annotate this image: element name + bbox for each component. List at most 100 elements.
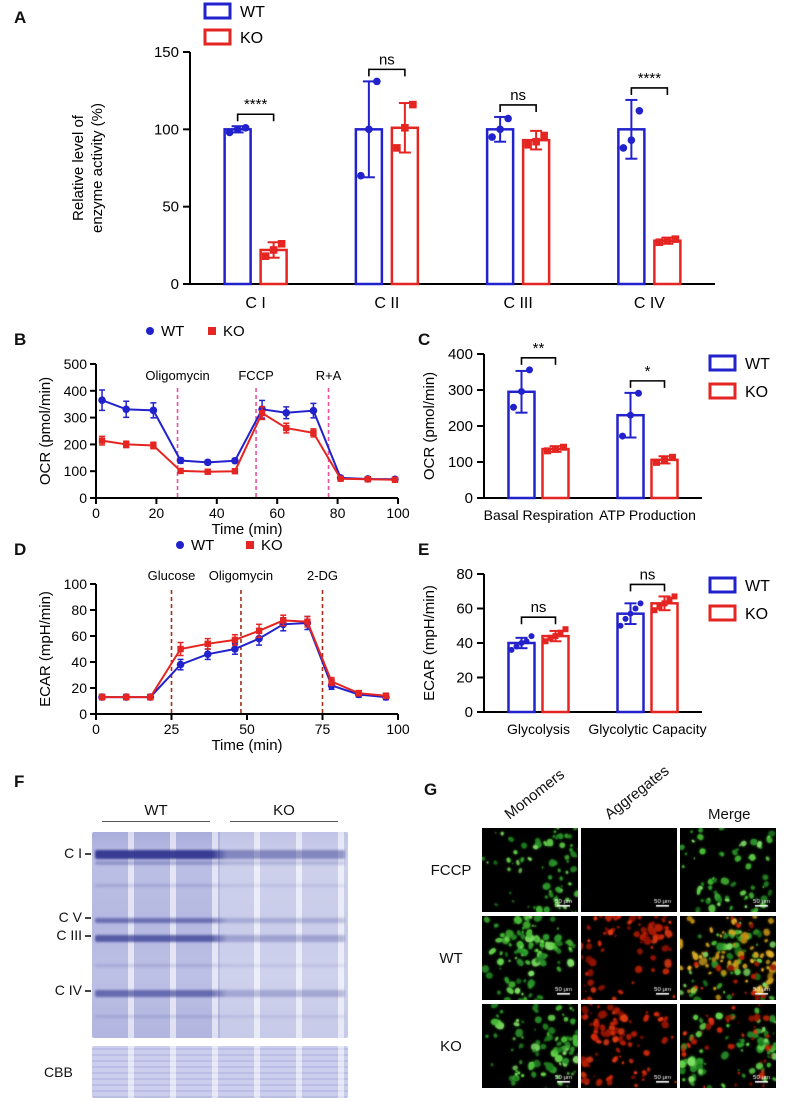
- svg-text:ns: ns: [510, 87, 526, 104]
- svg-text:100: 100: [448, 454, 473, 471]
- gel-smear: [95, 964, 345, 967]
- svg-text:WT: WT: [745, 356, 770, 373]
- svg-text:50: 50: [162, 199, 179, 216]
- cbb-gel-image: [92, 1046, 348, 1098]
- svg-text:ECAR (mpH/min): ECAR (mpH/min): [37, 591, 54, 707]
- svg-text:20: 20: [71, 680, 87, 696]
- gel-band-cv: [95, 918, 345, 923]
- panel-f: F WT KO C I C V C III C IV CBB: [14, 772, 418, 1102]
- svg-text:25: 25: [164, 721, 180, 737]
- svg-text:400: 400: [64, 383, 88, 399]
- svg-text:40: 40: [71, 654, 87, 670]
- microscopy-row-ko: KO: [420, 1004, 779, 1088]
- gel-group-label-ko: KO: [230, 802, 338, 822]
- microscopy-image-fccp-merge: [680, 828, 776, 912]
- svg-text:0: 0: [92, 505, 100, 521]
- panel-g-label: G: [424, 780, 438, 799]
- gel-group-label-wt: WT: [102, 802, 210, 822]
- microscopy-image-ko-aggregates: [581, 1004, 677, 1088]
- svg-text:100: 100: [386, 505, 410, 521]
- svg-text:C I: C I: [245, 295, 265, 312]
- svg-text:enzyme activity (%): enzyme activity (%): [89, 103, 106, 233]
- svg-text:300: 300: [64, 410, 88, 426]
- svg-text:500: 500: [64, 356, 88, 372]
- row-label-fccp: FCCP: [430, 861, 472, 879]
- svg-text:100: 100: [64, 463, 88, 479]
- svg-text:**: **: [533, 340, 545, 357]
- microscopy-image-wt-monomers: [482, 916, 578, 1000]
- svg-text:2-DG: 2-DG: [307, 568, 338, 583]
- panel-e-label: E: [418, 540, 430, 559]
- svg-text:WT: WT: [191, 537, 214, 554]
- gel-lane-group-labels: WT KO: [92, 802, 348, 822]
- svg-text:*: *: [645, 363, 651, 380]
- panel-c-label: C: [418, 330, 431, 349]
- svg-text:100: 100: [64, 576, 88, 592]
- gel-band-tick: [85, 853, 91, 855]
- svg-text:FCCP: FCCP: [238, 368, 273, 383]
- column-header-monomers: Monomers: [501, 765, 568, 823]
- panel-a-chart: 0 50 100 150 Relative level of enzyme activit…: [55, 0, 745, 323]
- svg-text:Glycolysis: Glycolysis: [507, 721, 570, 737]
- svg-text:80: 80: [71, 602, 87, 618]
- svg-text:20: 20: [149, 505, 165, 521]
- svg-text:OCR (pmol/min): OCR (pmol/min): [37, 377, 54, 485]
- gel-band-tick: [85, 917, 91, 919]
- svg-text:Oligomycin: Oligomycin: [209, 568, 273, 583]
- svg-text:C III: C III: [503, 295, 532, 312]
- panel-b-label: B: [14, 330, 27, 349]
- svg-text:Basal Respiration: Basal Respiration: [484, 507, 594, 523]
- svg-text:0: 0: [79, 490, 87, 506]
- microscopy-image-fccp-monomers: [482, 828, 578, 912]
- svg-text:Time (min): Time (min): [211, 737, 282, 754]
- svg-text:75: 75: [315, 721, 331, 737]
- svg-text:400: 400: [448, 346, 473, 363]
- svg-text:****: ****: [638, 70, 662, 87]
- gel-band-tick: [85, 935, 91, 937]
- microscopy-image-ko-merge: [680, 1004, 776, 1088]
- row-label-wt: WT: [439, 949, 463, 967]
- bn-page-gel-image: [92, 832, 348, 1038]
- panel-f-label: F: [14, 772, 25, 791]
- svg-text:ATP Production: ATP Production: [599, 507, 696, 523]
- svg-text:ns: ns: [640, 566, 656, 583]
- svg-text:40: 40: [209, 505, 225, 521]
- svg-text:R+A: R+A: [316, 368, 342, 383]
- svg-text:Glycolytic Capacity: Glycolytic Capacity: [588, 721, 706, 737]
- gel-smear: [95, 1015, 345, 1018]
- svg-text:ns: ns: [531, 599, 547, 616]
- svg-text:200: 200: [448, 418, 473, 435]
- svg-text:200: 200: [64, 436, 88, 452]
- panel-b-chart: 0 100 200 300 400 500 0 20 40 60 80 100 Time (min) OC…: [28, 320, 423, 545]
- column-header-aggregates: Aggregates: [601, 762, 673, 823]
- gel-band-label-ciii: C III: [56, 927, 82, 943]
- column-header-merge: Merge: [708, 806, 751, 823]
- svg-text:60: 60: [269, 505, 285, 521]
- svg-text:60: 60: [456, 601, 473, 618]
- svg-text:KO: KO: [223, 323, 245, 340]
- svg-text:KO: KO: [261, 537, 283, 554]
- gel-band-ci: [95, 850, 345, 859]
- svg-text:Oligomycin: Oligomycin: [145, 368, 209, 383]
- microscopy-image-ko-monomers: [482, 1004, 578, 1088]
- svg-text:80: 80: [456, 566, 473, 583]
- svg-text:Glucose: Glucose: [148, 568, 196, 583]
- svg-text:C II: C II: [374, 295, 399, 312]
- svg-text:C IV: C IV: [634, 295, 665, 312]
- svg-text:****: ****: [244, 96, 268, 113]
- panel-e-chart: 0 20 40 60 80 ECAR (mpH/min) Glycolysis ns Glyco…: [412, 534, 797, 761]
- svg-text:150: 150: [154, 44, 179, 61]
- svg-text:40: 40: [456, 635, 473, 652]
- svg-text:Time (min): Time (min): [211, 521, 282, 538]
- svg-text:60: 60: [71, 628, 87, 644]
- svg-text:ECAR (mpH/min): ECAR (mpH/min): [421, 585, 438, 701]
- row-label-ko: KO: [440, 1037, 462, 1055]
- panel-g: G Monomers Aggregates Merge FCCP WT KO: [420, 762, 798, 1102]
- gel-band-label-civ: C IV: [54, 982, 82, 998]
- panel-d-label: D: [14, 540, 27, 559]
- svg-text:0: 0: [171, 276, 179, 293]
- svg-text:20: 20: [456, 670, 473, 687]
- gel-band-ciii: [95, 935, 345, 942]
- gel-band-tick: [85, 990, 91, 992]
